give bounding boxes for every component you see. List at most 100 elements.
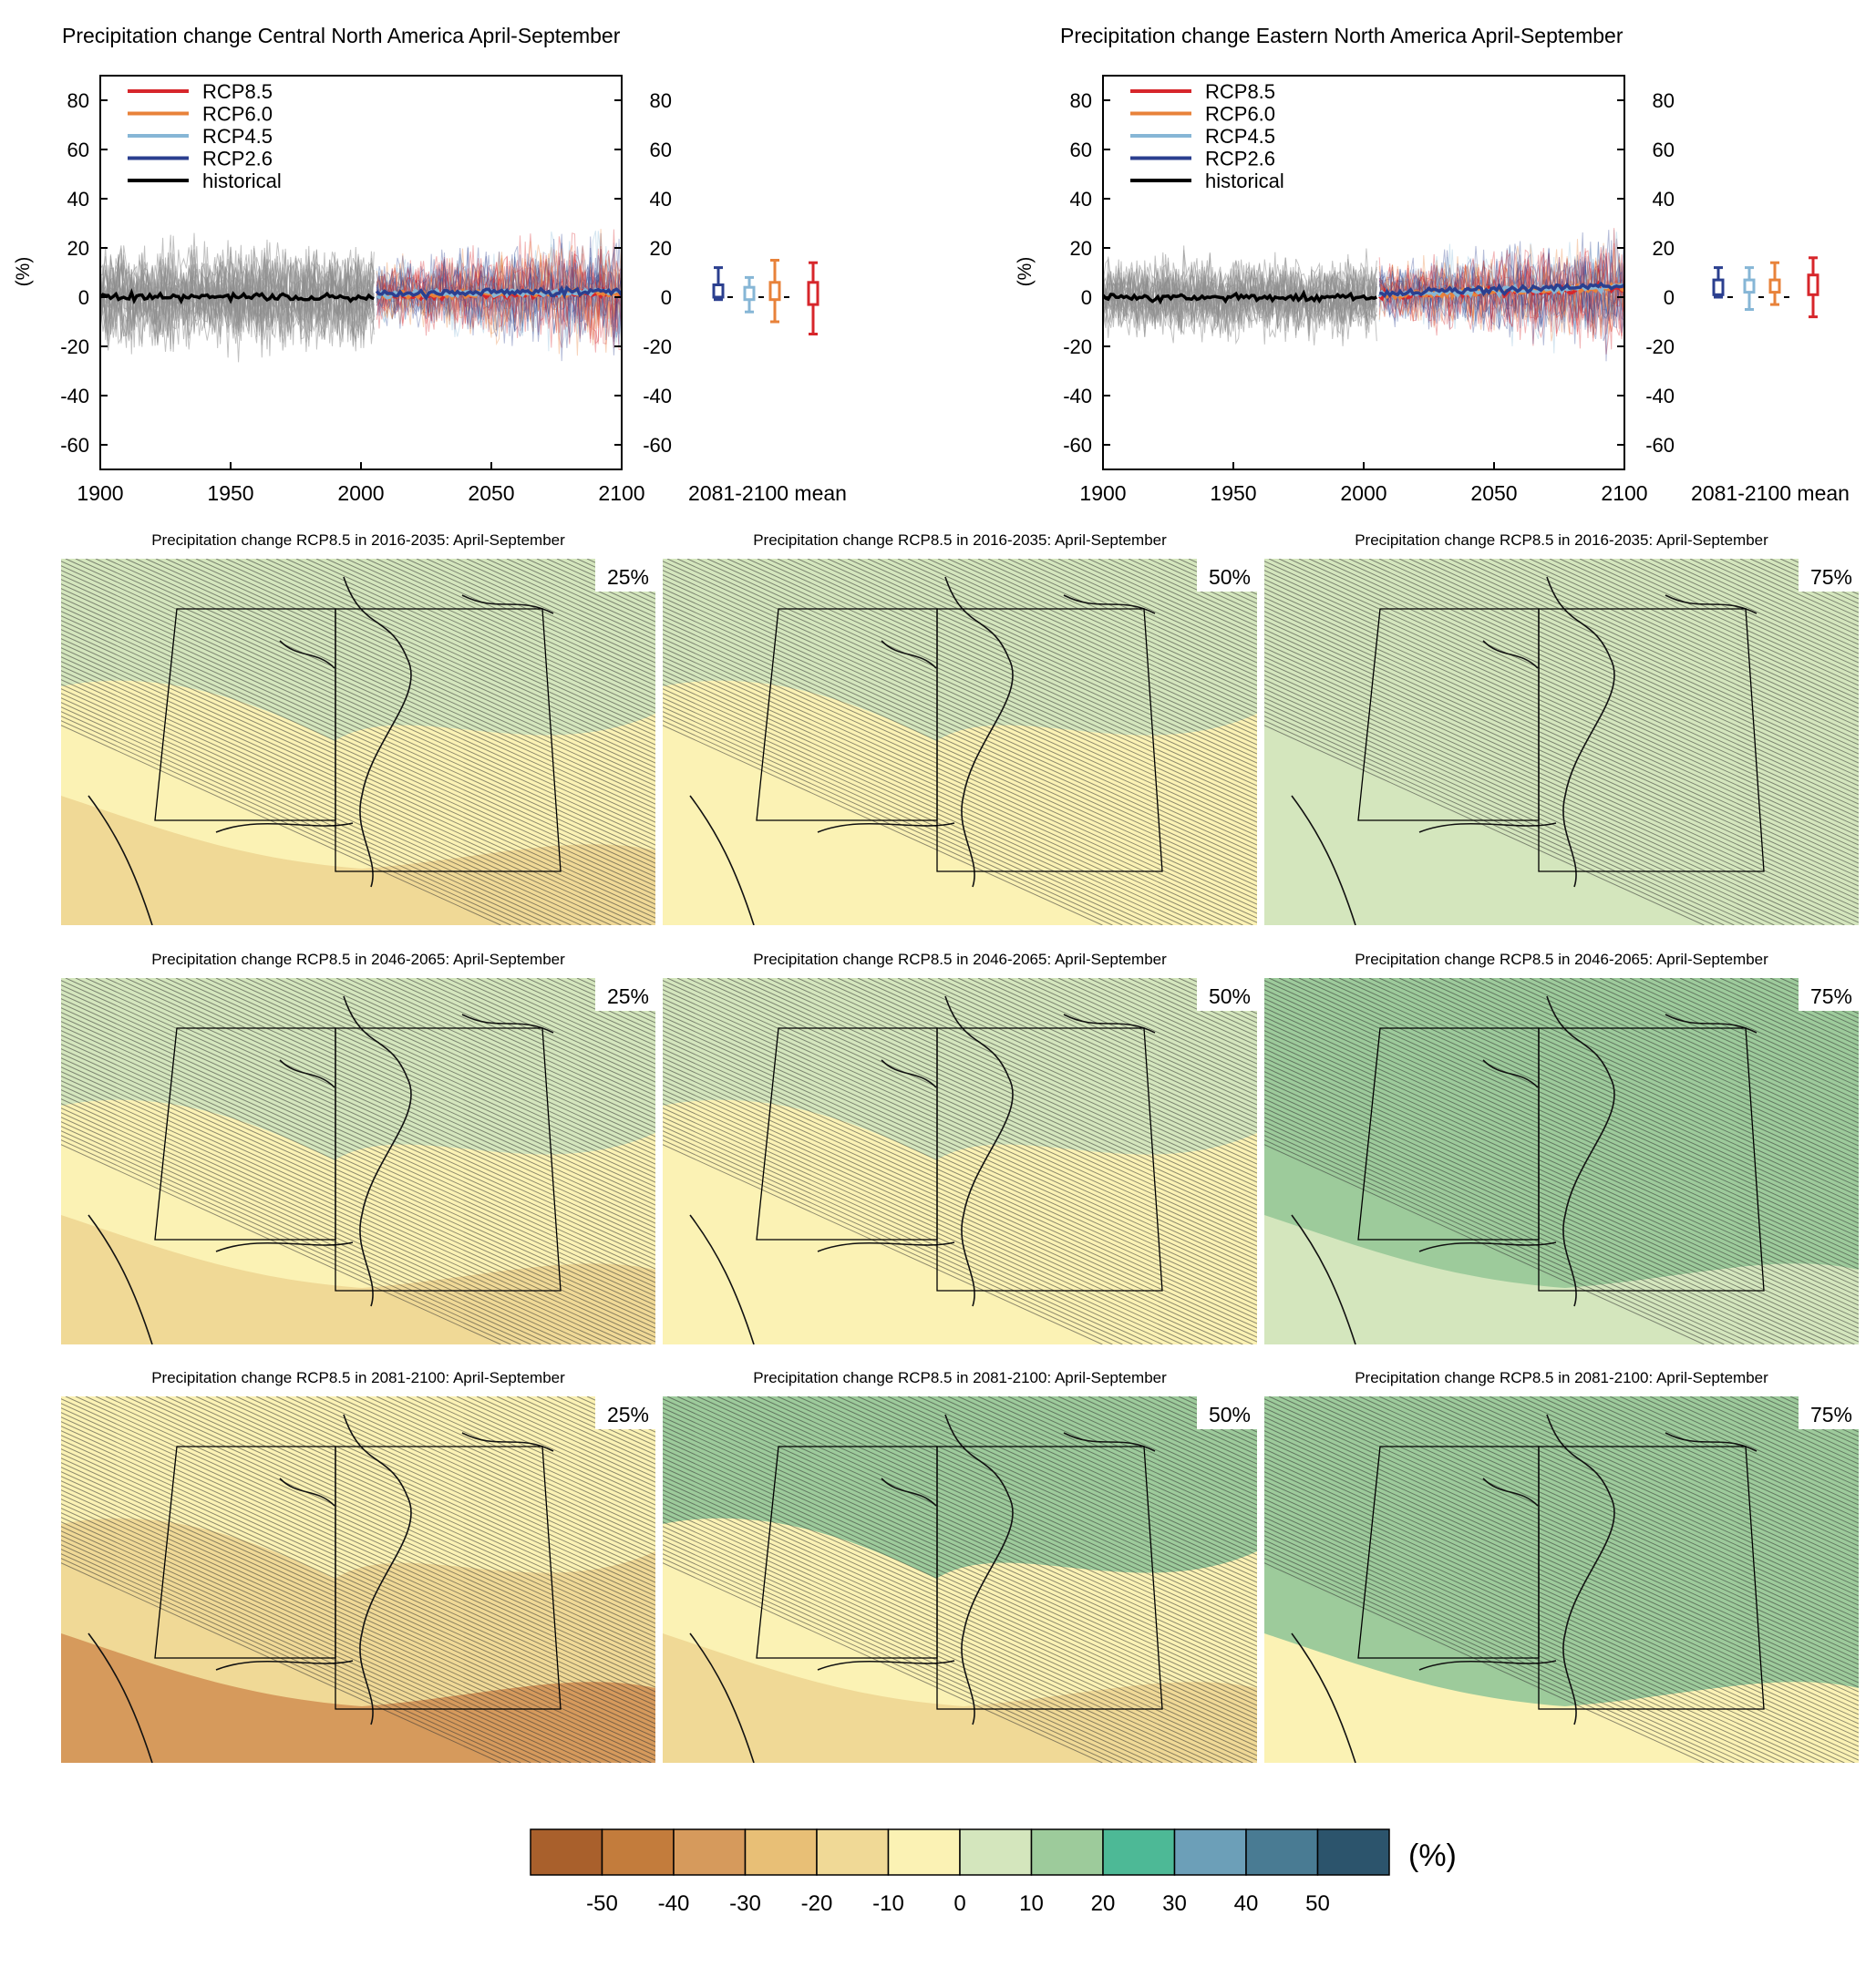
coastline <box>88 995 554 1344</box>
percentile-label-background <box>595 559 655 592</box>
y-tick-label: 0 <box>78 286 89 309</box>
x-tick-label: 2000 <box>1340 481 1386 505</box>
boxplot-label: 2081-2100 mean <box>688 481 847 505</box>
percentile-label: 25% <box>607 1403 649 1426</box>
historical-member-line <box>1103 250 1377 345</box>
percentile-label-background <box>1197 559 1257 592</box>
y-axis-label: (%) <box>1015 257 1036 287</box>
x-tick-label: 2100 <box>598 481 644 505</box>
legend-entry: RCP4.5 <box>202 125 273 148</box>
legend-entry: RCP2.6 <box>202 148 273 170</box>
scenario-member-line <box>376 246 622 336</box>
scenario-member-line <box>1378 259 1624 345</box>
legend-entry: RCP6.0 <box>202 103 273 126</box>
colorbar-tick-label: -30 <box>729 1891 761 1916</box>
region-box-eastern <box>335 1446 562 1710</box>
y-tick-label: 60 <box>1070 139 1092 161</box>
map-title: Precipitation change RCP8.5 in 2046-2065… <box>151 951 565 968</box>
percentile-label: 75% <box>1810 1403 1852 1426</box>
x-tick-label: 1950 <box>1210 481 1256 505</box>
map-title: Precipitation change RCP8.5 in 2016-2035… <box>151 531 565 549</box>
boxplot-box <box>1743 278 1756 294</box>
coastline <box>689 995 1156 1344</box>
map-title: Precipitation change RCP8.5 in 2016-2035… <box>753 531 1167 549</box>
y-tick-label: 80 <box>67 89 89 112</box>
legend-entry: historical <box>202 170 282 192</box>
y-tick-label: 40 <box>650 188 672 211</box>
map-panel: Precipitation change RCP8.5 in 2046-2065… <box>663 951 1257 1344</box>
map-panel: Precipitation change RCP8.5 in 2081-2100… <box>663 1369 1257 1763</box>
colorbar-tick-label: -50 <box>586 1891 618 1916</box>
x-tick-label: 1950 <box>207 481 253 505</box>
boxplot-box <box>1768 278 1781 294</box>
chart-title: Precipitation change Central North Ameri… <box>62 24 621 47</box>
scenario-member-line <box>1378 239 1624 336</box>
y-tick-label: 40 <box>1070 188 1092 211</box>
colorbar-tick-label: 0 <box>953 1891 965 1916</box>
coastline <box>88 1414 554 1763</box>
colorbar-swatch <box>1173 1828 1247 1876</box>
colorbar-swatch <box>1316 1828 1390 1876</box>
y-tick-label: -60 <box>60 434 89 457</box>
y-tick-label: 40 <box>1653 188 1675 211</box>
boxplot-box <box>1712 278 1725 296</box>
boxplot-box <box>807 281 819 306</box>
region-box-eastern <box>1538 1446 1765 1710</box>
map-title: Precipitation change RCP8.5 in 2081-2100… <box>151 1369 565 1386</box>
coastline <box>1291 995 1757 1344</box>
y-tick-label: 20 <box>650 237 672 260</box>
colorbar-tick-label: 30 <box>1162 1891 1187 1916</box>
historical-mean-line <box>100 288 375 305</box>
ensemble-lines <box>100 229 622 363</box>
colorbar-swatch <box>744 1828 818 1876</box>
map-panel: Precipitation change RCP8.5 in 2081-2100… <box>61 1369 655 1763</box>
scenario-member-line <box>1378 232 1624 330</box>
legend-entry: RCP8.5 <box>202 80 273 103</box>
boxplot-rcp45 <box>1743 266 1764 311</box>
colorbar-swatch <box>1245 1828 1319 1876</box>
scenario-member-line <box>376 241 622 355</box>
map-region-south <box>1264 1633 1859 1763</box>
y-tick-label: 20 <box>1070 237 1092 260</box>
x-tick-label: 1900 <box>77 481 123 505</box>
map-field <box>663 1396 1257 1763</box>
boxplot-box <box>712 283 725 299</box>
significance-hatching <box>61 978 655 1344</box>
timeseries-chart-central: Precipitation change Central North Ameri… <box>13 24 847 505</box>
colorbar: (%) -50 -40 -30 -20 -10 0 10 20 30 40 50 <box>530 1828 1457 1916</box>
map-region-south <box>1264 796 1859 925</box>
colorbar-tick-label: 50 <box>1305 1891 1330 1916</box>
y-tick-label: -40 <box>60 385 89 407</box>
scenario-member-line <box>1378 252 1624 349</box>
scenario-member-line <box>1379 242 1624 337</box>
map-field <box>61 1396 655 1763</box>
map-field <box>1264 559 1859 925</box>
scenario-member-line <box>1378 252 1624 336</box>
coastline <box>88 576 554 925</box>
map-title: Precipitation change RCP8.5 in 2081-2100… <box>1355 1369 1768 1386</box>
boxplot-label: 2081-2100 mean <box>1691 481 1850 505</box>
scenario-member-line <box>376 243 622 353</box>
y-tick-label: 60 <box>650 139 672 161</box>
colorbar-tick-label: -20 <box>801 1891 833 1916</box>
y-tick-label: 60 <box>67 139 89 161</box>
y-tick-label: -40 <box>1063 385 1092 407</box>
legend-entry: RCP2.6 <box>1205 148 1275 170</box>
x-tick-label: 2050 <box>468 481 514 505</box>
map-region-south <box>61 1215 655 1344</box>
y-tick-label: 0 <box>1081 286 1092 309</box>
colorbar-swatch <box>887 1828 961 1876</box>
colorbar-tick-label: 40 <box>1234 1891 1259 1916</box>
significance-hatching <box>1264 559 1859 925</box>
scenario-member-line <box>1378 249 1624 330</box>
significance-hatching <box>663 978 1257 1344</box>
percentile-label-background <box>1799 978 1859 1011</box>
scenario-member-line <box>376 242 622 337</box>
boxplot-rcp26 <box>712 266 733 302</box>
region-box-eastern <box>936 608 1163 872</box>
boxplot-rcp26 <box>1712 266 1733 299</box>
map-region-south <box>663 796 1257 925</box>
boxplot-box <box>768 281 781 302</box>
scenario-member-line <box>376 245 622 338</box>
